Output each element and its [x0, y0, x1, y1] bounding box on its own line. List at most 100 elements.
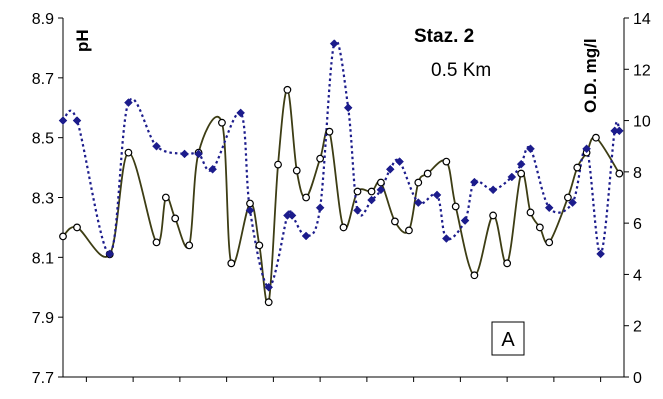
- ph-point: [316, 154, 325, 163]
- od-point: [208, 164, 217, 174]
- ph-point: [377, 178, 385, 187]
- right-axis-ticks: 0 2 4 6 8 10 12 14: [624, 11, 651, 387]
- right-tick-label: 4: [633, 267, 642, 284]
- od-point: [385, 164, 395, 174]
- x-axis-ticks: [85, 377, 602, 382]
- chart-subtitle: 0.5 Km: [431, 60, 491, 81]
- panel-label: A: [501, 329, 515, 351]
- od-point: [441, 234, 451, 243]
- od-point: [413, 198, 423, 207]
- left-tick-label: 7.9: [32, 310, 54, 327]
- left-axis-label: pH: [73, 29, 92, 52]
- ph-point: [59, 232, 67, 241]
- ph-series-line: [62, 88, 621, 306]
- ph-point: [564, 193, 572, 202]
- ph-point: [405, 226, 413, 235]
- left-axis-ticks: 7.7 7.9 8.1 8.3 8.5 8.7 8.9: [32, 11, 63, 387]
- left-tick-label: 8.9: [32, 11, 54, 28]
- od-point: [105, 249, 115, 259]
- ph-point: [124, 148, 133, 157]
- od-point: [395, 157, 404, 166]
- right-tick-label: 0: [633, 370, 642, 387]
- od-point: [72, 116, 82, 125]
- series-layer: [58, 39, 624, 307]
- od-point: [582, 144, 591, 154]
- ph-point: [73, 223, 81, 232]
- od-point: [432, 190, 442, 200]
- ph-point: [517, 169, 526, 178]
- ph-point: [255, 241, 264, 250]
- od-point: [343, 103, 353, 113]
- ph-point: [171, 214, 180, 223]
- od-point: [376, 185, 386, 195]
- ph-point: [489, 211, 498, 220]
- od-point: [264, 282, 274, 292]
- od-point: [315, 203, 325, 213]
- right-tick-label: 2: [633, 319, 642, 336]
- od-point: [301, 231, 311, 241]
- ph-point: [526, 208, 535, 217]
- ph-point: [339, 223, 348, 232]
- od-point: [460, 216, 470, 225]
- ph-point: [218, 118, 226, 127]
- od-point: [287, 211, 297, 220]
- od-point: [58, 116, 68, 125]
- right-tick-label: 8: [633, 165, 642, 182]
- panel-label-box: A: [491, 321, 525, 356]
- ph-point: [264, 298, 273, 307]
- ph-point: [152, 238, 161, 247]
- ph-point: [161, 193, 170, 202]
- od-point: [470, 177, 479, 187]
- od-point: [329, 39, 339, 48]
- ph-point: [414, 178, 423, 187]
- ph-point: [535, 223, 544, 232]
- od-point: [568, 198, 577, 207]
- od-point: [194, 149, 203, 159]
- od-point: [488, 185, 498, 195]
- ph-point: [545, 238, 554, 247]
- right-tick-label: 10: [633, 114, 651, 131]
- right-tick-label: 12: [633, 62, 651, 79]
- od-point: [507, 172, 517, 182]
- od-point: [236, 108, 246, 118]
- left-tick-label: 7.7: [32, 370, 54, 387]
- right-tick-label: 14: [633, 11, 651, 28]
- od-point: [152, 141, 161, 151]
- od-point: [526, 144, 535, 154]
- ph-point: [367, 187, 376, 196]
- ph-point: [325, 127, 334, 136]
- chart-title: Staz. 2: [414, 26, 474, 47]
- od-point: [614, 126, 624, 136]
- ph-point: [353, 187, 362, 196]
- od-point: [367, 195, 376, 205]
- ph-point: [246, 199, 254, 208]
- od-point: [180, 149, 189, 159]
- ph-point: [592, 133, 600, 142]
- od-point: [245, 205, 255, 215]
- od-point: [353, 205, 362, 215]
- ph-point: [470, 271, 479, 280]
- od-series-line: [61, 39, 621, 289]
- od-point: [544, 203, 554, 213]
- od-point: [516, 159, 526, 169]
- ph-point: [442, 157, 451, 166]
- od-point: [596, 249, 605, 259]
- ph-point: [423, 169, 432, 178]
- right-axis-label: O.D. mg/l: [581, 38, 600, 113]
- ph-point: [283, 85, 292, 94]
- ph-point: [185, 241, 194, 250]
- ph-point: [615, 169, 624, 178]
- od-point: [124, 98, 133, 107]
- right-tick-label: 6: [633, 216, 642, 233]
- left-tick-label: 8.3: [32, 191, 54, 208]
- ph-point: [292, 166, 301, 175]
- left-tick-label: 8.1: [32, 250, 54, 267]
- ph-point: [227, 259, 236, 268]
- ph-point: [302, 193, 311, 202]
- left-tick-label: 8.5: [32, 131, 54, 148]
- ph-point: [391, 217, 399, 226]
- ph-point: [573, 163, 582, 172]
- ph-point: [274, 160, 282, 169]
- ph-point: [503, 259, 512, 268]
